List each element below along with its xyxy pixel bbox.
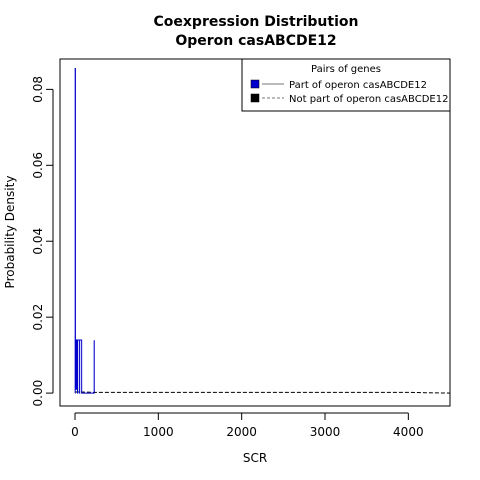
y-axis-label: Probability Density <box>3 176 17 289</box>
y-tick-label: 0.06 <box>31 152 45 179</box>
legend: Pairs of genes Part of operon casABCDE12… <box>241 58 451 112</box>
legend-swatch-part <box>250 79 260 89</box>
y-tick-label: 0.08 <box>31 76 45 103</box>
y-tick-label: 0.04 <box>31 228 45 255</box>
x-tick-label: 4000 <box>393 425 424 439</box>
chart-title: Coexpression Distribution <box>154 14 359 30</box>
legend-box <box>241 58 451 112</box>
x-tick-label: 3000 <box>310 425 341 439</box>
series-line-0 <box>74 67 95 394</box>
legend-label-part: Part of operon casABCDE12 <box>289 80 427 91</box>
y-tick-label: 0.00 <box>31 380 45 407</box>
x-axis-label: SCR <box>243 451 267 465</box>
y-tick-label: 0.02 <box>31 304 45 331</box>
series-line-1 <box>74 391 451 394</box>
x-tick-label: 2000 <box>226 425 257 439</box>
legend-label-not-part: Not part of operon casABCDE12 <box>289 94 448 105</box>
x-axis: 0 1000 2000 3000 4000 <box>71 412 424 439</box>
chart-subtitle: Operon casABCDE12 <box>175 33 336 49</box>
series-layer <box>74 67 451 394</box>
legend-swatch-not-part <box>250 93 260 103</box>
y-axis: 0.00 0.02 0.04 0.06 0.08 <box>31 76 54 407</box>
x-tick-label: 1000 <box>143 425 174 439</box>
x-tick-label: 0 <box>71 425 79 439</box>
legend-title: Pairs of genes <box>311 64 381 75</box>
